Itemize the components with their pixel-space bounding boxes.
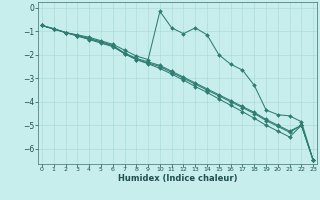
X-axis label: Humidex (Indice chaleur): Humidex (Indice chaleur) (118, 174, 237, 183)
